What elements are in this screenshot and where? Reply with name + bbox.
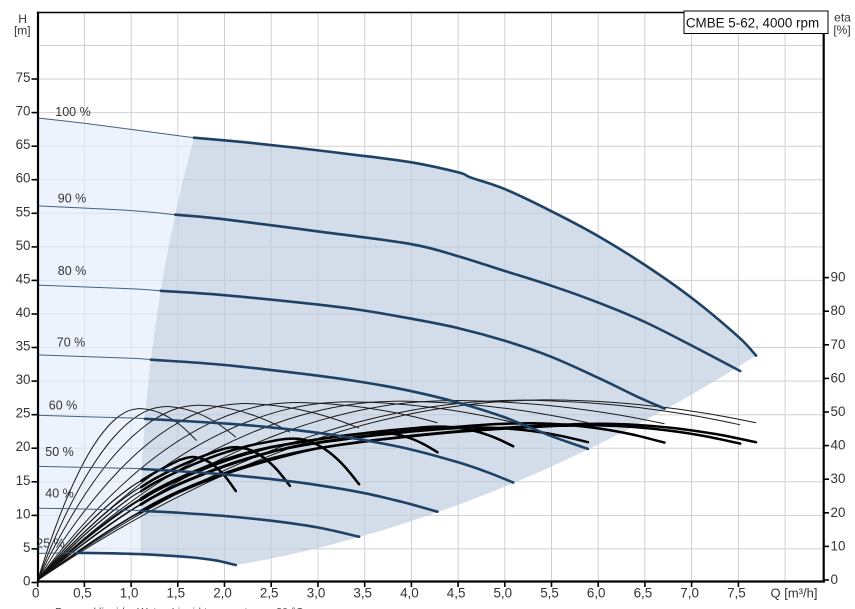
svg-text:eta: eta [834, 10, 851, 24]
svg-text:2,5: 2,5 [260, 585, 279, 600]
svg-text:70 %: 70 % [57, 336, 86, 350]
svg-text:H: H [18, 12, 27, 26]
svg-text:10: 10 [831, 538, 846, 553]
svg-text:80 %: 80 % [58, 264, 87, 278]
svg-text:5,5: 5,5 [540, 585, 559, 600]
svg-text:50: 50 [16, 238, 31, 253]
svg-text:40: 40 [16, 305, 31, 320]
svg-text:25: 25 [16, 406, 31, 421]
svg-text:Pumped liquid = Water, Liquid: Pumped liquid = Water, Liquid temperatur… [55, 607, 304, 609]
svg-text:0: 0 [32, 585, 39, 600]
svg-text:25 %: 25 % [36, 536, 65, 550]
svg-text:75: 75 [16, 70, 31, 85]
svg-text:60 %: 60 % [49, 399, 78, 413]
svg-text:50 %: 50 % [45, 445, 74, 459]
svg-text:40: 40 [831, 438, 846, 453]
svg-text:30: 30 [831, 471, 846, 486]
svg-text:30: 30 [16, 372, 31, 387]
svg-text:7,0: 7,0 [680, 585, 699, 600]
svg-text:35: 35 [16, 339, 31, 354]
svg-text:65: 65 [16, 137, 31, 152]
svg-text:6,5: 6,5 [634, 585, 653, 600]
svg-text:45: 45 [16, 271, 31, 286]
svg-text:CMBE 5-62, 4000 rpm: CMBE 5-62, 4000 rpm [686, 16, 819, 31]
svg-text:5: 5 [23, 540, 30, 555]
svg-text:2,0: 2,0 [213, 585, 232, 600]
svg-text:7,5: 7,5 [727, 585, 746, 600]
svg-text:[m]: [m] [14, 23, 31, 37]
svg-text:0: 0 [831, 572, 838, 587]
svg-text:60: 60 [16, 171, 31, 186]
svg-text:0,5: 0,5 [73, 585, 92, 600]
svg-text:90: 90 [831, 270, 846, 285]
svg-text:50: 50 [831, 404, 846, 419]
svg-text:100 %: 100 % [55, 105, 90, 119]
svg-text:5,0: 5,0 [493, 585, 512, 600]
svg-text:3,0: 3,0 [307, 585, 326, 600]
svg-text:4,0: 4,0 [400, 585, 419, 600]
svg-text:80: 80 [831, 303, 846, 318]
svg-text:4,5: 4,5 [447, 585, 466, 600]
svg-text:1,0: 1,0 [120, 585, 139, 600]
svg-text:70: 70 [831, 337, 846, 352]
svg-text:Q [m³/h]: Q [m³/h] [771, 585, 818, 600]
svg-text:55: 55 [16, 204, 31, 219]
svg-text:[%]: [%] [833, 23, 850, 37]
svg-text:60: 60 [831, 370, 846, 385]
svg-text:1,5: 1,5 [166, 585, 185, 600]
svg-text:70: 70 [16, 104, 31, 119]
svg-text:3,5: 3,5 [353, 585, 372, 600]
svg-text:15: 15 [16, 473, 31, 488]
svg-text:10: 10 [16, 506, 31, 521]
svg-text:20: 20 [16, 439, 31, 454]
svg-text:40 %: 40 % [45, 487, 74, 501]
svg-text:6,0: 6,0 [587, 585, 606, 600]
svg-text:0: 0 [23, 574, 30, 589]
svg-text:90 %: 90 % [58, 192, 87, 206]
svg-text:20: 20 [831, 505, 846, 520]
